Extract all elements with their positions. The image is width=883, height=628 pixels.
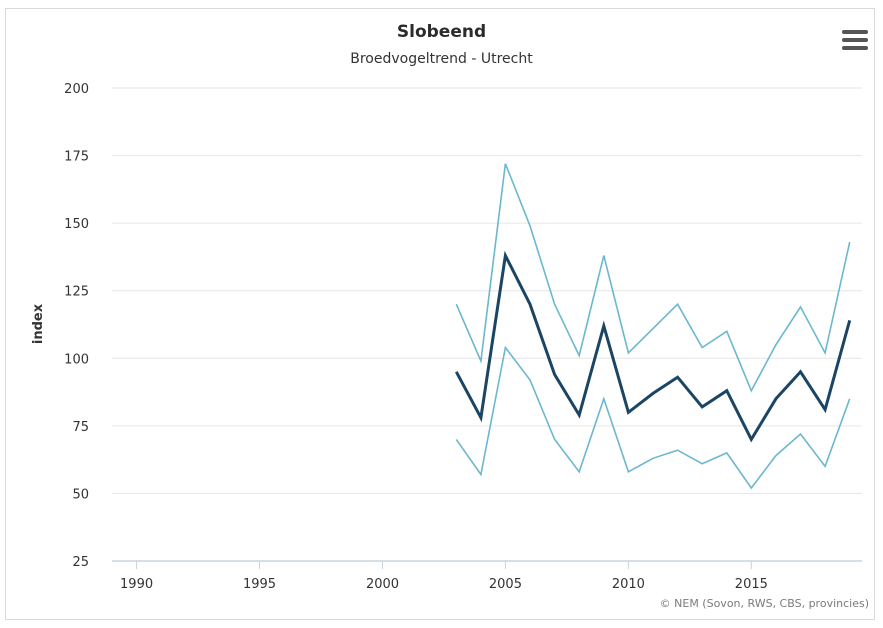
y-tick-labels: 25 50 75 100 125 150 175 200 <box>64 82 89 570</box>
x-tick-label-1995: 1995 <box>243 577 276 592</box>
chart-title: Slobeend <box>396 22 487 42</box>
y-tick-label-50: 50 <box>72 487 89 502</box>
credit-text: © NEM (Sovon, RWS, CBS, provincies) <box>659 597 869 610</box>
x-tick-label-2010: 2010 <box>612 577 645 592</box>
series-line-index <box>454 250 852 443</box>
series-line-lower <box>455 345 851 490</box>
x-tick-label-2000: 2000 <box>366 577 399 592</box>
y-tick-label-200: 200 <box>64 82 89 97</box>
y-tick-label-175: 175 <box>64 150 89 165</box>
x-tick-label-2005: 2005 <box>489 577 522 592</box>
chart-subtitle: Broedvogeltrend - Utrecht <box>350 51 533 67</box>
y-tick-label-25: 25 <box>72 555 89 570</box>
y-axis-label: index <box>31 303 46 344</box>
x-tick-label-2015: 2015 <box>735 577 768 592</box>
x-axis: 1990 1995 2000 2005 2010 2015 <box>112 560 862 592</box>
y-tick-label-75: 75 <box>72 420 89 435</box>
series-line-upper <box>455 163 851 393</box>
y-tick-label-125: 125 <box>64 285 89 300</box>
y-tick-label-150: 150 <box>64 217 89 232</box>
y-tick-label-100: 100 <box>64 352 89 367</box>
hamburger-menu-icon[interactable] <box>838 30 872 56</box>
series-lines <box>454 163 852 490</box>
x-tick-label-1990: 1990 <box>120 577 153 592</box>
grid-lines <box>112 87 862 494</box>
chart-frame <box>5 8 875 620</box>
